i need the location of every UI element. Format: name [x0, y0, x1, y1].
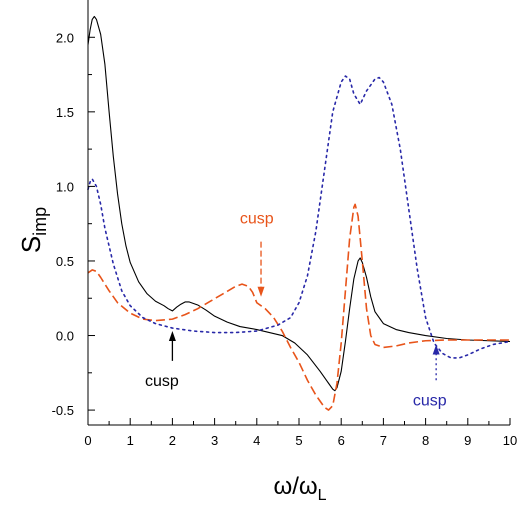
x-tick-label: 5 — [295, 433, 302, 448]
x-tick-label: 6 — [338, 433, 345, 448]
x-axis-label-sub: L — [318, 487, 327, 504]
y-tick-label: 0.0 — [56, 329, 74, 344]
y-axis-label: Simp — [16, 207, 50, 253]
x-tick-label: 9 — [464, 433, 471, 448]
y-tick-label: -0.5 — [52, 403, 74, 418]
annotation-arrow-head — [168, 331, 176, 342]
series-line-dashed — [87, 203, 510, 411]
y-axis-label-main: S — [16, 236, 46, 253]
ticks-layer: 0 1 2 3 4 5 6 7 8 9 10 -0.5 0.0 0.5 1.0 1.5 2.0 — [52, 30, 517, 448]
x-tick-label: 3 — [211, 433, 218, 448]
annotation-arrow-head — [432, 344, 440, 355]
x-tick-label: 8 — [422, 433, 429, 448]
y-axis-label-sub: imp — [30, 207, 50, 236]
y-tick-label: 2.0 — [56, 30, 74, 45]
annotation-label: cusp — [240, 211, 274, 228]
annotation-label: cusp — [145, 373, 179, 390]
x-tick-label: 4 — [253, 433, 260, 448]
series-line-dotted — [87, 75, 511, 359]
y-tick-label: 0.5 — [56, 254, 74, 269]
x-axis-label: ω/ωL — [273, 473, 326, 504]
x-tick-label: 1 — [127, 433, 134, 448]
x-tick-label: 7 — [380, 433, 387, 448]
annotation-label: cusp — [413, 393, 447, 410]
y-tick-label: 1.5 — [56, 105, 74, 120]
axes-layer — [87, 0, 510, 426]
x-tick-label: 2 — [169, 433, 176, 448]
x-axis-label-main: ω/ω — [273, 473, 317, 500]
x-tick-label: 10 — [503, 433, 517, 448]
y-tick-label: 1.0 — [56, 179, 74, 194]
x-tick-label: 0 — [84, 433, 91, 448]
series-layer — [87, 15, 511, 411]
annotation-arrow-head — [257, 286, 265, 297]
annotation-layer: cusp cusp cusp — [145, 211, 447, 410]
series-line-solid — [87, 15, 511, 392]
